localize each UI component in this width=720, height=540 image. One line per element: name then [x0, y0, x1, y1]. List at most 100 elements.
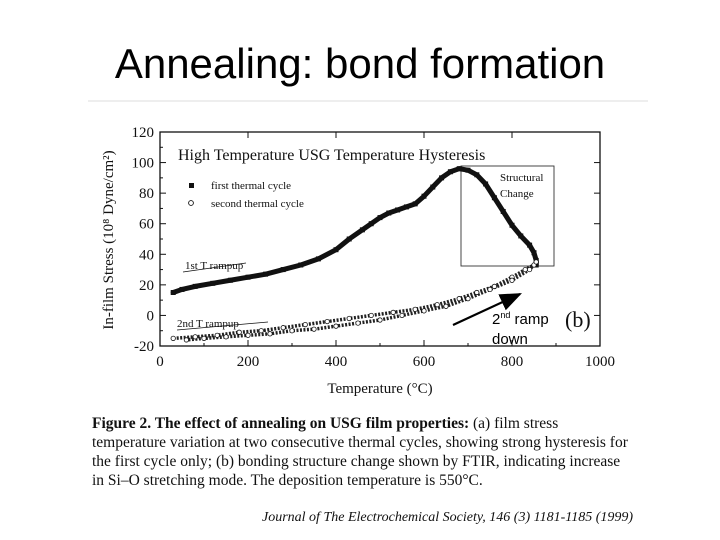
first-cycle-point-23 — [456, 166, 462, 172]
annotation-ordinal-suffix: nd — [500, 310, 511, 320]
first-cycle-point-26 — [483, 181, 489, 187]
first-cycle-point-31 — [527, 242, 533, 248]
second-cycle-point-14 — [474, 289, 480, 296]
first-cycle-point-4 — [227, 277, 233, 283]
first-rampup-arrow — [182, 262, 247, 273]
second-cycle-point-36 — [183, 337, 189, 343]
second-cycle-point-30 — [311, 326, 317, 332]
first-cycle-point-18 — [412, 201, 418, 207]
first-cycle-point-7 — [280, 267, 286, 273]
annotation-line1: ramp — [510, 311, 549, 328]
second-cycle-point-25 — [421, 308, 427, 314]
first-cycle-point-12 — [359, 227, 365, 233]
second-cycle-point-21 — [509, 277, 515, 283]
structural-change-label-2: Change — [500, 188, 534, 200]
first-cycle-point-9 — [315, 256, 321, 262]
second-cycle-point-29 — [333, 323, 339, 329]
first-cycle-point-5 — [245, 274, 251, 280]
y-tick-label-60: 60 — [139, 217, 154, 233]
y-tick-label-80: 80 — [139, 186, 154, 202]
second-cycle-point-33 — [245, 332, 251, 338]
legend-label-first: first thermal cycle — [211, 180, 291, 192]
x-tick-label-600: 600 — [413, 354, 436, 370]
second-cycle-point-19 — [533, 259, 539, 265]
second-cycle-point-10 — [390, 309, 396, 315]
first-cycle-point-10 — [333, 247, 339, 253]
second-cycle-point-7 — [324, 318, 330, 325]
journal-citation: Journal of The Electrochemical Society, … — [262, 510, 634, 525]
legend-marker-second — [188, 200, 194, 206]
x-tick-label-400: 400 — [325, 354, 348, 370]
first-cycle-point-24 — [465, 167, 471, 173]
x-tick-label-800: 800 — [501, 354, 524, 370]
second-rampup-arrow — [176, 321, 269, 331]
first-cycle-point-1 — [179, 286, 185, 292]
second-cycle-point-4 — [258, 328, 264, 334]
first-cycle-point-3 — [210, 280, 216, 286]
second-cycle-point-28 — [355, 320, 361, 326]
series-second-cycle — [170, 259, 539, 343]
first-cycle-point-20 — [430, 184, 436, 190]
structural-change-label-1: Structural — [500, 172, 543, 184]
y-tick-labels: -20 0 20 40 60 80 100 120 — [132, 125, 155, 355]
y-tick-label-40: 40 — [139, 247, 154, 263]
y-tick-label-0: 0 — [147, 308, 155, 324]
first-cycle-point-15 — [386, 210, 392, 216]
caption-figure-label: Figure 2. — [92, 415, 152, 432]
y-tick-label-120: 120 — [132, 125, 155, 141]
first-cycle-point-0 — [170, 290, 176, 295]
second-cycle-point-26 — [399, 312, 405, 319]
first-cycle-point-13 — [368, 221, 374, 227]
second-cycle-point-31 — [289, 328, 295, 334]
panel-label: (b) — [565, 307, 591, 332]
first-cycle-point-32 — [531, 250, 537, 256]
first-cycle-point-19 — [421, 193, 427, 199]
second-cycle-point-23 — [465, 296, 471, 302]
first-cycle-point-14 — [377, 215, 383, 221]
first-cycle-point-16 — [395, 207, 401, 213]
x-tick-label-0: 0 — [156, 354, 164, 370]
x-axis-label: Temperature (°C) — [327, 381, 432, 397]
second-cycle-point-3 — [236, 329, 242, 335]
second-cycle-point-8 — [346, 315, 352, 322]
annotation-line2: down — [492, 331, 528, 348]
second-cycle-point-27 — [377, 317, 383, 323]
first-cycle-point-29 — [509, 222, 515, 228]
second-cycle-point-6 — [302, 321, 308, 328]
second-cycle-point-5 — [280, 325, 286, 331]
x-tick-label-1000: 1000 — [585, 354, 615, 370]
second-cycle-point-2 — [214, 332, 220, 338]
figure-caption: Figure 2. The effect of annealing on USG… — [92, 414, 628, 490]
ramp-down-arrow — [452, 293, 522, 326]
structural-change-box — [460, 165, 555, 267]
second-cycle-point-17 — [522, 266, 528, 273]
legend-label-second: second thermal cycle — [211, 198, 304, 210]
second-cycle-point-20 — [526, 266, 533, 273]
first-cycle-point-6 — [263, 271, 269, 277]
second-rampup-label: 2nd T rampup — [177, 318, 239, 330]
second-cycle-point-32 — [267, 331, 273, 337]
first-rampup-label: 1st T rampup — [185, 260, 244, 272]
second-cycle-point-35 — [201, 335, 207, 341]
y-ticks — [160, 131, 600, 347]
first-cycle-point-17 — [403, 204, 409, 210]
second-cycle-point-13 — [456, 296, 462, 302]
legend-marker-first — [189, 183, 194, 188]
slide-title: Annealing: bond formation — [114, 40, 606, 87]
x-tick-labels: 0 200 400 600 800 1000 — [156, 354, 615, 370]
y-tick-label--20: -20 — [134, 339, 154, 355]
caption-text: (a) film stress temperature variation at… — [92, 415, 628, 489]
first-cycle-point-28 — [500, 208, 506, 214]
caption-bold-text: The effect of annealing on USG film prop… — [151, 415, 470, 432]
first-cycle-point-22 — [447, 169, 453, 175]
second-cycle-point-24 — [443, 303, 449, 309]
chart-title: High Temperature USG Temperature Hystere… — [178, 147, 485, 164]
first-cycle-point-8 — [298, 262, 304, 268]
second-cycle-point-15 — [491, 283, 497, 289]
y-tick-label-20: 20 — [139, 278, 154, 294]
x-tick-label-200: 200 — [237, 354, 260, 370]
legend: first thermal cycle second thermal cycle — [188, 180, 304, 210]
first-cycle-point-27 — [491, 195, 497, 201]
y-tick-label-100: 100 — [132, 156, 155, 172]
second-cycle-point-11 — [412, 306, 418, 312]
